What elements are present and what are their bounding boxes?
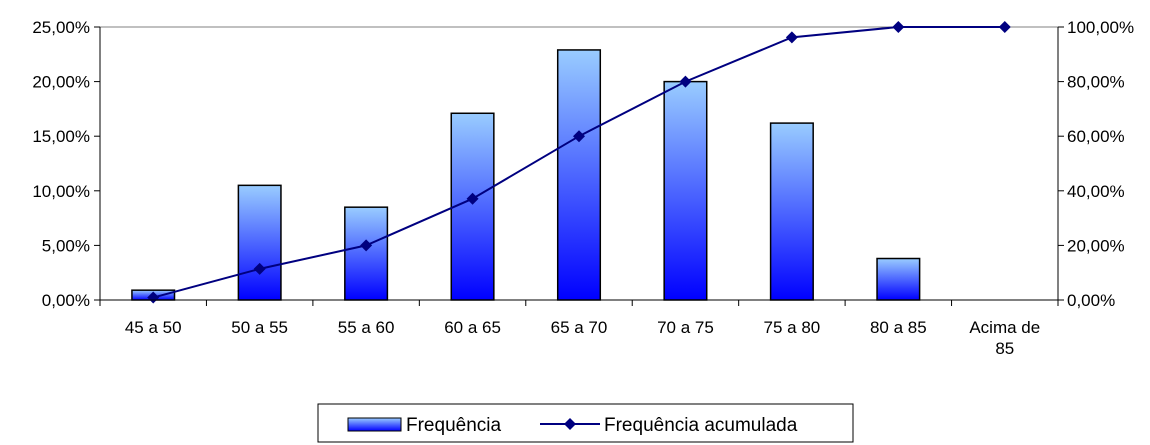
legend-label-line: Frequência acumulada: [604, 415, 798, 436]
x-tick-label: 45 a 50: [125, 318, 182, 337]
bar-6: [769, 122, 814, 301]
line-point-0: [147, 291, 160, 304]
y-right-tick-label: 60,00%: [1067, 127, 1125, 146]
y-right-tick-label: 40,00%: [1067, 182, 1125, 201]
x-tick-label: 65 a 70: [551, 318, 608, 337]
y-right-tick-label: 80,00%: [1067, 73, 1125, 92]
axes: 0,00% 5,00% 10,00% 15,00% 20,00% 25,00% 0,00% 2…: [32, 18, 1134, 358]
bar-7: [876, 257, 921, 301]
y-left-tick-label: 15,00%: [32, 127, 90, 146]
bar-1: [237, 184, 282, 301]
legend-label-bar: Frequência: [406, 415, 501, 436]
x-tick-label: 60 a 65: [444, 318, 501, 337]
line-series: [147, 21, 1011, 304]
x-tick-label: Acima de 85: [969, 318, 1040, 358]
bar-3: [450, 112, 495, 301]
line-point-8: [998, 21, 1011, 33]
y-left-tick-label: 20,00%: [32, 73, 90, 92]
x-tick-label: 55 a 60: [338, 318, 395, 337]
line-point-5: [679, 75, 692, 88]
legend-bar-swatch: [347, 417, 402, 432]
y-right-tick-label: 20,00%: [1067, 236, 1125, 255]
bar-4: [556, 49, 602, 301]
bar-5: [663, 80, 708, 301]
line-point-4: [573, 130, 585, 143]
x-tick-label: 50 a 55: [231, 318, 288, 337]
bar-series: [131, 49, 921, 301]
legend-line-marker: [564, 418, 576, 430]
line-point-7: [892, 21, 905, 33]
line-point-2: [360, 239, 373, 252]
line-point-6: [785, 31, 798, 44]
y-left-tick-label: 25,00%: [32, 18, 90, 37]
line-point-3: [466, 192, 479, 205]
y-left-tick-label: 10,00%: [32, 182, 90, 201]
x-tick-label: 75 a 80: [764, 318, 821, 337]
y-right-tick-label: 0,00%: [1067, 291, 1115, 310]
y-left-tick-label: 5,00%: [42, 236, 90, 255]
line-point-1: [253, 262, 266, 275]
bar-2: [344, 206, 389, 301]
x-tick-label: 80 a 85: [870, 318, 927, 337]
x-tick-label: 70 a 75: [657, 318, 714, 337]
y-right-tick-label: 100,00%: [1067, 18, 1134, 37]
y-left-tick-label: 0,00%: [42, 291, 90, 310]
legend: Frequência Frequência acumulada: [317, 403, 854, 443]
